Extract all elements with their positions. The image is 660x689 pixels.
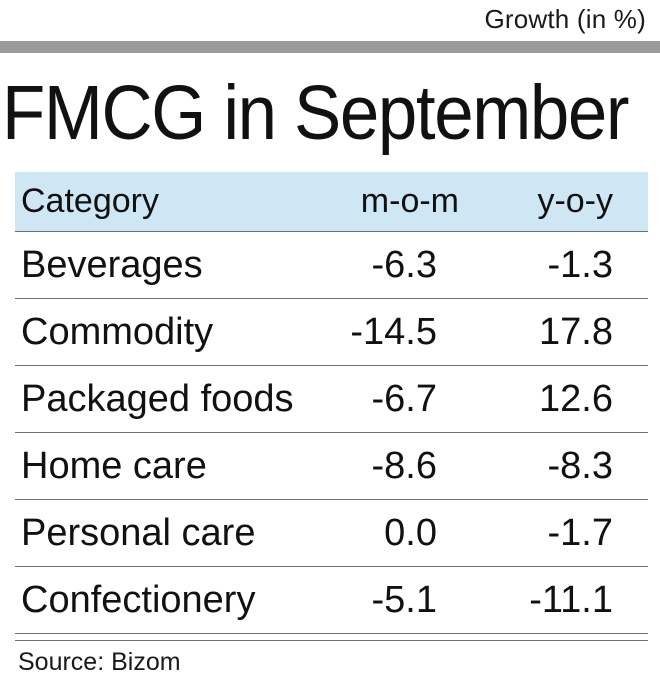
category-cell: Personal care xyxy=(21,511,256,554)
page-title: FMCG in September xyxy=(2,70,629,156)
top-rule-bar xyxy=(0,41,660,53)
category-cell: Commodity xyxy=(21,310,214,353)
header-yoy: y-o-y xyxy=(537,182,613,220)
unit-label: Growth (in %) xyxy=(484,4,646,34)
table-row: Packaged foods -6.7 12.6 xyxy=(15,366,648,433)
table-row: Personal care 0.0 -1.7 xyxy=(15,500,648,567)
yoy-cell: -8.3 xyxy=(547,444,613,487)
growth-table: Category m-o-m y-o-y Beverages -6.3 -1.3… xyxy=(15,172,648,634)
mom-cell: -6.3 xyxy=(371,243,437,286)
table-row: Home care -8.6 -8.3 xyxy=(15,433,648,500)
mom-cell: -8.6 xyxy=(371,444,437,487)
category-cell: Home care xyxy=(21,444,207,487)
table-header-row: Category m-o-m y-o-y xyxy=(15,172,648,232)
mom-cell: -14.5 xyxy=(350,310,437,353)
mom-cell: 0.0 xyxy=(384,511,437,554)
mom-cell: -5.1 xyxy=(371,578,437,621)
header-mom: m-o-m xyxy=(360,182,459,220)
source-divider xyxy=(15,640,648,641)
yoy-cell: -1.7 xyxy=(547,511,613,554)
yoy-cell: -1.3 xyxy=(547,243,613,286)
mom-cell: -6.7 xyxy=(371,377,437,420)
category-cell: Confectionery xyxy=(21,578,256,621)
yoy-cell: 12.6 xyxy=(539,377,613,420)
yoy-cell: 17.8 xyxy=(539,310,613,353)
table-row: Confectionery -5.1 -11.1 xyxy=(15,567,648,634)
category-cell: Beverages xyxy=(21,243,203,286)
header-category: Category xyxy=(21,182,159,220)
source-note: Source: Bizom xyxy=(18,648,181,676)
table-row: Commodity -14.5 17.8 xyxy=(15,299,648,366)
table-row: Beverages -6.3 -1.3 xyxy=(15,232,648,299)
category-cell: Packaged foods xyxy=(21,377,294,420)
yoy-cell: -11.1 xyxy=(529,578,613,621)
